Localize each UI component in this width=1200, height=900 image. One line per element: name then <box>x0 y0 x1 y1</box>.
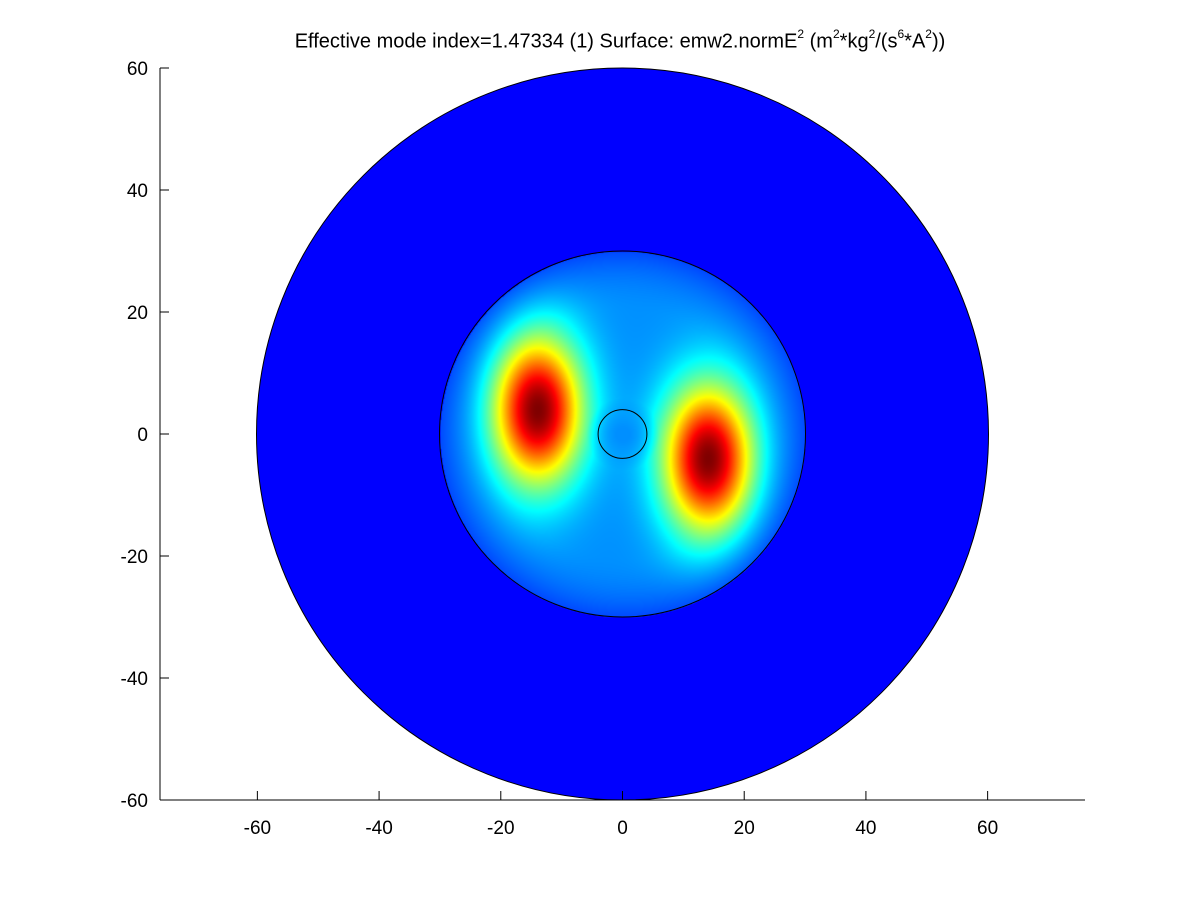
x-tick-label: 60 <box>977 818 998 839</box>
y-tick-label: 20 <box>127 303 148 324</box>
x-tick-label: -40 <box>365 818 392 839</box>
y-tick-label: -60 <box>121 791 148 812</box>
x-tick-label: 20 <box>734 818 755 839</box>
y-tick-label: 0 <box>137 425 148 446</box>
x-tick-label: -60 <box>244 818 271 839</box>
field-heatmap-image <box>256 68 989 800</box>
x-tick-label: 40 <box>855 818 876 839</box>
domain-boundary-circle-2 <box>597 409 648 459</box>
axis-ticks: -60 -40 -20 0 20 40 60 -60 -40 -20 0 20 40 60 <box>121 59 999 839</box>
y-tick-label: -40 <box>121 669 148 690</box>
y-tick-label: 40 <box>127 181 148 202</box>
x-tick-label: -20 <box>487 818 514 839</box>
field-surface <box>256 68 989 800</box>
y-tick-label: -20 <box>121 547 148 568</box>
chart-title: Effective mode index=1.47334 (1) Surface… <box>294 27 946 53</box>
y-tick-label: 60 <box>127 59 148 80</box>
domain-boundary-circle-1 <box>439 250 806 618</box>
x-tick-label: 0 <box>617 818 628 839</box>
